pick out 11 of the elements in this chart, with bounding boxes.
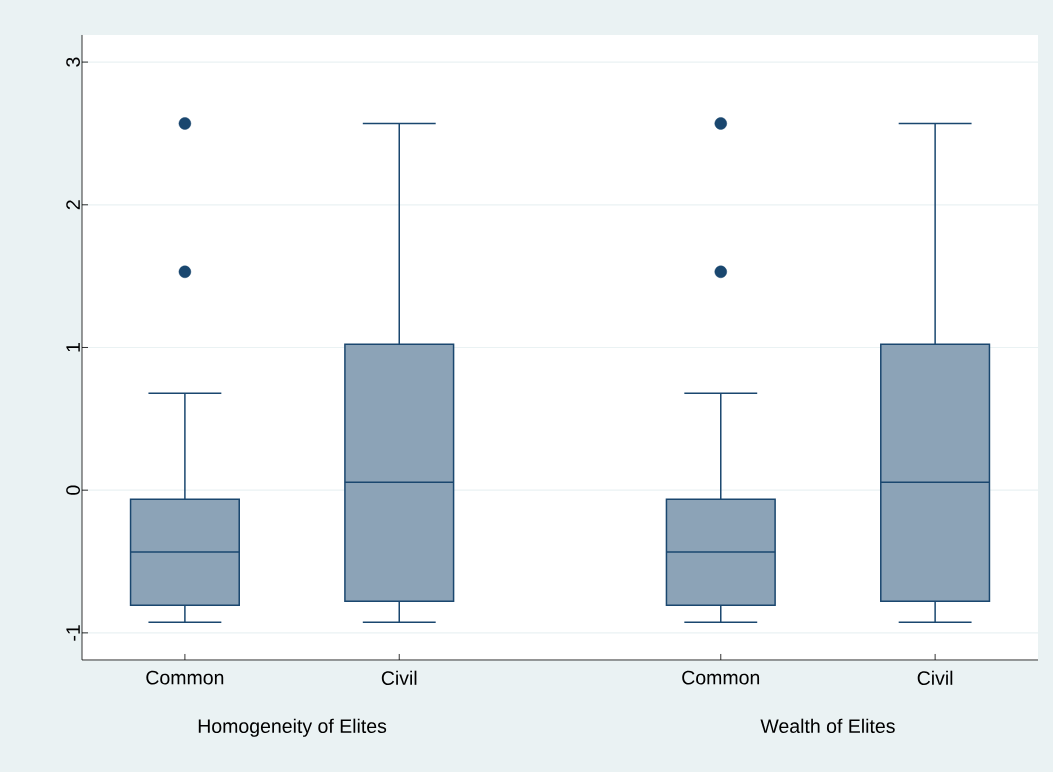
y-tick-label: 0 bbox=[66, 485, 80, 495]
y-tick-label: 3 bbox=[66, 57, 80, 67]
text: Wealth of Elites bbox=[760, 718, 895, 733]
y-tick-label: 2 bbox=[66, 200, 80, 210]
x-tick-label: Common bbox=[682, 670, 760, 685]
text: Homogeneity of Elites bbox=[198, 718, 387, 737]
x-tick-label: Common bbox=[146, 670, 224, 685]
y-tick-label: 1 bbox=[66, 343, 80, 352]
x-tick-label: Civil bbox=[917, 670, 953, 685]
x-tick-label: Civil bbox=[381, 670, 417, 685]
y-tick-label: -1 bbox=[66, 625, 80, 641]
